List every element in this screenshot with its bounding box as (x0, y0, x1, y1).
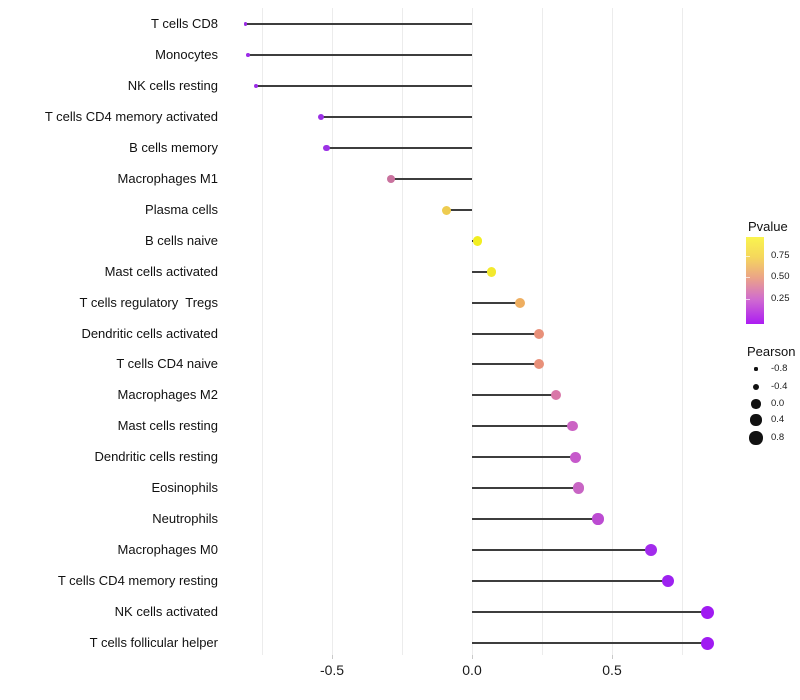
y-axis-label: NK cells resting (127, 78, 218, 93)
y-axis-label: Dendritic cells resting (94, 449, 218, 464)
lollipop-stem (472, 487, 579, 489)
pvalue-tick-label: 0.25 (771, 293, 790, 304)
y-axis-label: Macrophages M2 (117, 387, 218, 402)
y-axis-label: Neutrophils (152, 511, 218, 526)
y-axis-label: Monocytes (155, 47, 218, 62)
lollipop-point (592, 513, 604, 525)
y-axis-label: B cells memory (129, 140, 218, 155)
y-axis-label: T cells follicular helper (89, 635, 218, 650)
lollipop-stem (472, 425, 573, 427)
pearson-legend-dot (751, 399, 761, 409)
gridline (682, 8, 683, 655)
x-tick-mark (612, 655, 613, 659)
lollipop-stem (446, 209, 472, 211)
y-axis-label: Eosinophils (151, 480, 219, 495)
pvalue-tick-label: 0.75 (771, 250, 790, 261)
pvalue-colorbar-tick (746, 256, 750, 257)
pearson-legend-label: 0.0 (771, 398, 785, 409)
lollipop-stem (256, 85, 472, 87)
y-axis-label: T cells CD4 memory activated (44, 109, 218, 124)
x-tick-label: 0.5 (602, 662, 622, 678)
lollipop-point (246, 53, 250, 57)
lollipop-point (243, 22, 247, 26)
gridline (472, 8, 473, 655)
y-axis-label: Mast cells activated (104, 264, 218, 279)
lollipop-point (534, 358, 545, 370)
lollipop-stem (248, 54, 472, 56)
lollipop-stem (472, 302, 520, 304)
lollipop-stem (472, 394, 556, 396)
pearson-legend-label: 0.4 (771, 414, 785, 425)
lollipop-point (514, 298, 525, 308)
lollipop-point (645, 543, 658, 557)
gridline (262, 8, 263, 655)
y-axis-label: T cells regulatory Tregs (79, 295, 218, 310)
lollipop-point (323, 144, 330, 152)
gridline (332, 8, 333, 655)
lollipop-stem (245, 23, 472, 25)
lollipop-point (700, 636, 714, 650)
y-axis-label: T cells CD8 (151, 16, 218, 31)
lollipop-point (472, 236, 483, 246)
lollipop-point (661, 574, 675, 588)
y-axis-label: Macrophages M0 (117, 542, 218, 557)
y-axis-label: Dendritic cells activated (81, 326, 218, 341)
lollipop-point (442, 205, 452, 215)
x-tick-mark (332, 655, 333, 659)
lollipop-point (550, 389, 562, 401)
lollipop-stem (472, 611, 708, 613)
lollipop-point (572, 482, 584, 494)
lollipop-point (570, 451, 582, 463)
pvalue-colorbar-tick (746, 299, 750, 300)
lollipop-stem (472, 518, 598, 520)
x-tick-label: 0.0 (462, 662, 482, 678)
gridline (402, 8, 403, 655)
pvalue-legend-title: Pvalue (748, 219, 788, 234)
y-axis-label: B cells naive (145, 233, 218, 248)
lollipop-stem (472, 549, 652, 551)
lollipop-point (386, 174, 395, 184)
lollipop-stem (472, 642, 708, 644)
pvalue-tick-label: 0.50 (771, 271, 790, 282)
y-axis-label: Macrophages M1 (117, 171, 218, 186)
lollipop-stem (472, 580, 668, 582)
gridline (612, 8, 613, 655)
lollipop-point (567, 420, 579, 432)
pearson-legend-dot (749, 431, 763, 445)
pearson-legend-label: -0.8 (771, 363, 788, 374)
y-axis-label: T cells CD4 memory resting (57, 573, 218, 588)
lollipop-point (700, 605, 714, 619)
y-axis-label: T cells CD4 naive (116, 356, 218, 371)
pearson-legend-label: 0.8 (771, 432, 785, 443)
lollipop-point (486, 267, 497, 277)
pearson-legend-dot (752, 383, 760, 391)
lollipop-stem (472, 333, 540, 335)
pearson-legend-title: Pearson (747, 344, 796, 359)
lollipop-stem (320, 116, 472, 118)
x-tick-mark (472, 655, 473, 659)
pearson-legend-dot (750, 414, 762, 426)
y-axis-label: Mast cells resting (117, 418, 218, 433)
lollipop-point (534, 328, 545, 340)
lollipop-point (317, 113, 324, 121)
pvalue-colorbar-tick (746, 277, 750, 278)
y-axis-label: Plasma cells (145, 202, 218, 217)
lollipop-stem (472, 363, 540, 365)
lollipop-point (254, 83, 259, 89)
pearson-legend-dot (754, 367, 758, 371)
lollipop-stem (472, 456, 576, 458)
pvalue-colorbar (746, 237, 764, 324)
lollipop-stem (326, 147, 472, 149)
pearson-legend-label: -0.4 (771, 381, 788, 392)
lollipop-stem (472, 271, 492, 273)
lollipop-stem (390, 178, 472, 180)
x-tick-label: -0.5 (319, 662, 345, 678)
y-axis-label: NK cells activated (114, 604, 218, 619)
